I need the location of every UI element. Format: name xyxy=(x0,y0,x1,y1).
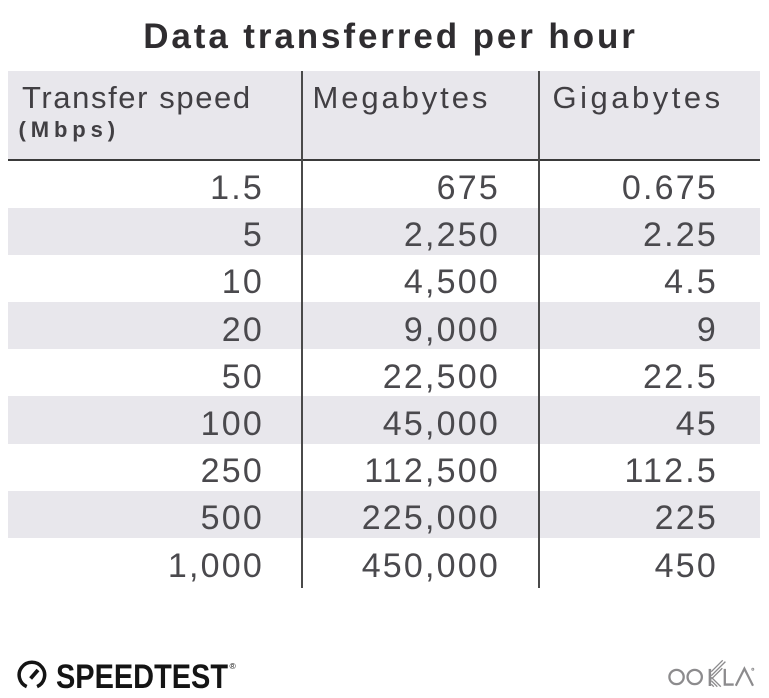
svg-text:SPEEDTEST: SPEEDTEST xyxy=(56,658,228,694)
